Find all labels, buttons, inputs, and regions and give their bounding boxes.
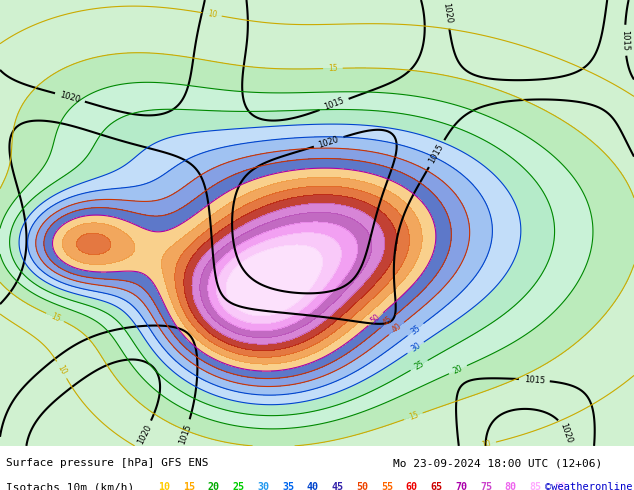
Text: 40: 40 [390, 322, 403, 335]
Text: 65: 65 [430, 482, 443, 490]
Text: 50: 50 [356, 482, 368, 490]
Text: 15: 15 [328, 64, 338, 73]
Text: Isotachs 10m (km/h): Isotachs 10m (km/h) [6, 482, 134, 490]
Text: 35: 35 [282, 482, 294, 490]
Text: 1015: 1015 [323, 97, 346, 112]
Text: Mo 23-09-2024 18:00 UTC (12+06): Mo 23-09-2024 18:00 UTC (12+06) [393, 458, 602, 468]
Text: Surface pressure [hPa] GFS ENS: Surface pressure [hPa] GFS ENS [6, 458, 209, 468]
Text: 10: 10 [55, 364, 68, 376]
Text: 40: 40 [307, 482, 319, 490]
Text: 80: 80 [505, 482, 517, 490]
Text: 15: 15 [183, 482, 195, 490]
Text: 1020: 1020 [441, 2, 453, 25]
Text: 15: 15 [408, 410, 420, 422]
Text: 90: 90 [554, 482, 566, 490]
Text: 85: 85 [529, 482, 541, 490]
Text: 45: 45 [382, 315, 394, 328]
Text: ©weatheronline.co.uk: ©weatheronline.co.uk [545, 482, 634, 490]
Text: 1020: 1020 [317, 134, 340, 149]
Text: 1015: 1015 [177, 422, 193, 445]
Text: 70: 70 [455, 482, 467, 490]
Text: 1015: 1015 [620, 30, 630, 51]
Text: 60: 60 [406, 482, 418, 490]
Text: 10: 10 [207, 9, 217, 20]
Text: 20: 20 [452, 364, 464, 376]
Text: 35: 35 [409, 323, 422, 336]
Text: 10: 10 [481, 439, 492, 450]
Text: 10: 10 [158, 482, 171, 490]
Text: 25: 25 [233, 482, 245, 490]
Text: 45: 45 [332, 482, 344, 490]
Text: 30: 30 [409, 341, 422, 354]
Text: 1020: 1020 [59, 90, 81, 104]
Text: 1020: 1020 [136, 423, 153, 446]
Text: 1020: 1020 [559, 422, 574, 445]
Text: 1015: 1015 [427, 142, 446, 165]
Text: 25: 25 [413, 359, 425, 372]
Text: 1015: 1015 [524, 375, 545, 385]
Text: 75: 75 [480, 482, 492, 490]
Text: 20: 20 [208, 482, 220, 490]
Text: 15: 15 [49, 311, 61, 323]
Text: 55: 55 [381, 482, 393, 490]
Text: 30: 30 [257, 482, 269, 490]
Text: 50: 50 [369, 313, 382, 326]
